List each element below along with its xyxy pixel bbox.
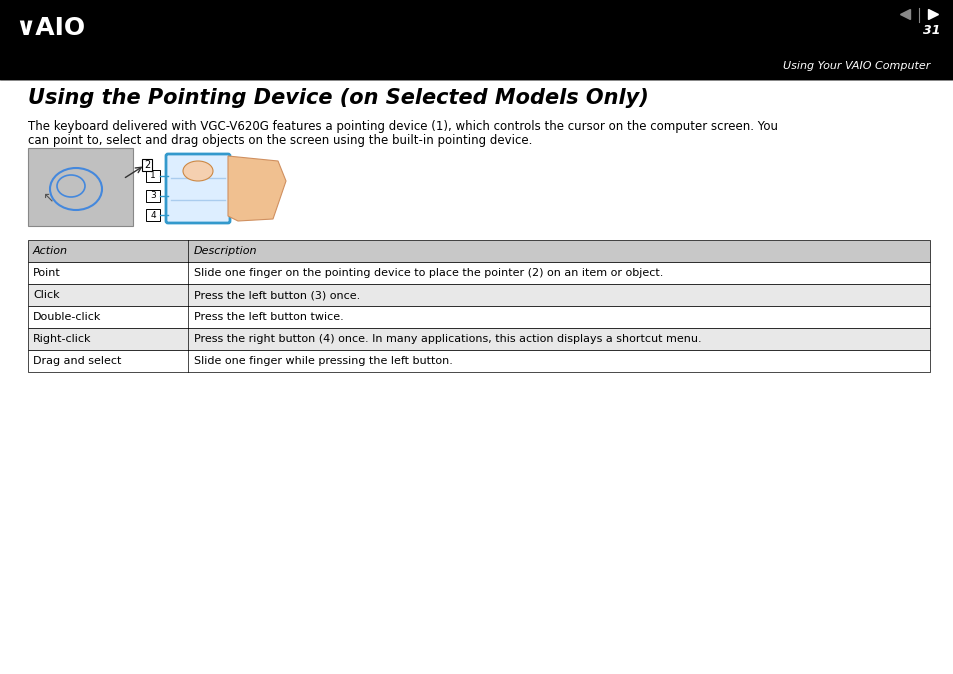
Text: ∨AIO: ∨AIO: [15, 16, 85, 40]
Text: Press the right button (4) once. In many applications, this action displays a sh: Press the right button (4) once. In many…: [193, 334, 700, 344]
Text: Using Your VAIO Computer: Using Your VAIO Computer: [781, 61, 929, 71]
Text: Drag and select: Drag and select: [33, 356, 121, 366]
Text: Press the left button (3) once.: Press the left button (3) once.: [193, 290, 360, 300]
Text: Action: Action: [33, 246, 68, 256]
Bar: [28, 240, 929, 262]
Bar: [146, 190, 160, 202]
Text: Description: Description: [193, 246, 257, 256]
Bar: [146, 170, 160, 182]
Text: The keyboard delivered with VGC-V620G features a pointing device (1), which cont: The keyboard delivered with VGC-V620G fe…: [28, 120, 778, 133]
Text: Double-click: Double-click: [33, 312, 101, 322]
Bar: [28, 328, 929, 350]
Text: Right-click: Right-click: [33, 334, 91, 344]
Bar: [28, 148, 132, 226]
Text: 4: 4: [150, 210, 155, 220]
Bar: [28, 284, 929, 306]
Text: Slide one finger on the pointing device to place the pointer (2) on an item or o: Slide one finger on the pointing device …: [193, 268, 662, 278]
Text: 31: 31: [923, 24, 940, 36]
Text: Slide one finger while pressing the left button.: Slide one finger while pressing the left…: [193, 356, 453, 366]
Text: ↖: ↖: [42, 190, 53, 204]
Bar: [28, 306, 929, 328]
Bar: [28, 262, 929, 284]
Bar: [146, 209, 160, 221]
Text: 3: 3: [150, 191, 155, 200]
Text: Using the Pointing Device (on Selected Models Only): Using the Pointing Device (on Selected M…: [28, 88, 648, 108]
Text: 2: 2: [144, 160, 150, 170]
FancyBboxPatch shape: [166, 154, 230, 223]
Bar: [0, 0, 953, 80]
Text: 1: 1: [150, 171, 155, 181]
Polygon shape: [228, 156, 286, 221]
Bar: [28, 350, 929, 372]
Text: Press the left button twice.: Press the left button twice.: [193, 312, 343, 322]
Text: can point to, select and drag objects on the screen using the built-in pointing : can point to, select and drag objects on…: [28, 134, 532, 147]
Text: Point: Point: [33, 268, 61, 278]
Text: Click: Click: [33, 290, 59, 300]
Ellipse shape: [183, 161, 213, 181]
